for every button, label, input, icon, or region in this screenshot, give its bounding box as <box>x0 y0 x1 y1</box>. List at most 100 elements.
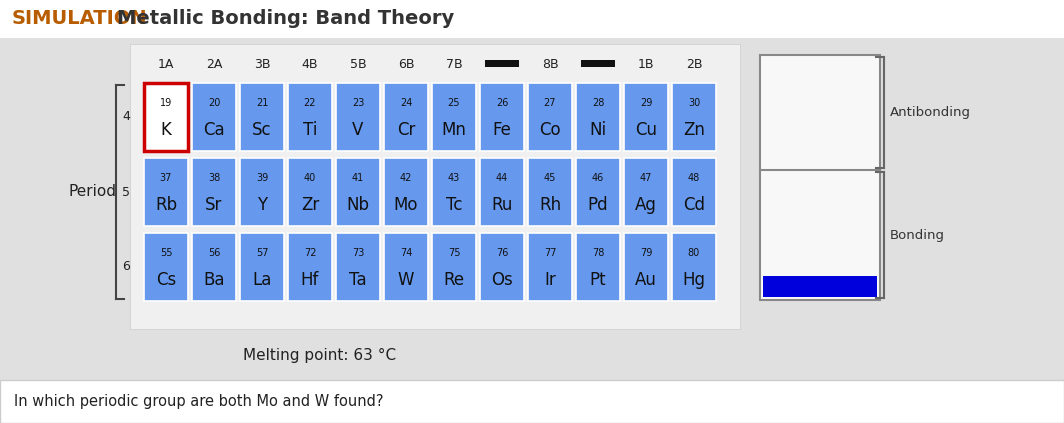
Bar <box>192 83 236 151</box>
Text: 2B: 2B <box>686 58 702 71</box>
Bar <box>0 380 1064 423</box>
Text: 23: 23 <box>352 98 364 107</box>
Text: V: V <box>352 121 364 139</box>
Text: Ni: Ni <box>589 121 606 139</box>
Text: Mn: Mn <box>442 121 466 139</box>
Bar <box>432 233 476 301</box>
Text: K: K <box>161 121 171 139</box>
Text: Hf: Hf <box>301 271 319 289</box>
Text: In which periodic group are both Mo and W found?: In which periodic group are both Mo and … <box>14 394 383 409</box>
Bar <box>144 233 188 301</box>
Text: 19: 19 <box>160 98 172 107</box>
Text: 57: 57 <box>255 247 268 258</box>
Text: 75: 75 <box>448 247 461 258</box>
Text: La: La <box>252 271 271 289</box>
Text: 44: 44 <box>496 173 509 183</box>
Text: 8B: 8B <box>542 58 559 71</box>
Text: Sr: Sr <box>205 196 222 214</box>
Text: Ti: Ti <box>303 121 317 139</box>
Text: Cr: Cr <box>397 121 415 139</box>
Text: 72: 72 <box>303 247 316 258</box>
Bar <box>760 55 880 300</box>
Bar <box>672 83 716 151</box>
Bar <box>624 233 668 301</box>
Text: 55: 55 <box>160 247 172 258</box>
Text: 21: 21 <box>255 98 268 107</box>
Text: Nb: Nb <box>347 196 369 214</box>
Text: Ca: Ca <box>203 121 225 139</box>
Bar <box>576 233 620 301</box>
Bar <box>624 158 668 226</box>
Text: Au: Au <box>635 271 656 289</box>
Text: Antibonding: Antibonding <box>890 106 971 119</box>
Text: Ag: Ag <box>635 196 656 214</box>
Text: 37: 37 <box>160 173 172 183</box>
Text: 30: 30 <box>687 98 700 107</box>
Text: 74: 74 <box>400 247 412 258</box>
Text: Zr: Zr <box>301 196 319 214</box>
Bar <box>240 83 284 151</box>
Text: 80: 80 <box>687 247 700 258</box>
Text: 77: 77 <box>544 247 556 258</box>
Text: 2A: 2A <box>205 58 222 71</box>
Bar <box>0 0 1064 38</box>
Text: 47: 47 <box>639 173 652 183</box>
Text: Ba: Ba <box>203 271 225 289</box>
Text: SIMULATION: SIMULATION <box>12 9 148 28</box>
Bar <box>485 60 519 68</box>
Text: 25: 25 <box>448 98 461 107</box>
Text: 73: 73 <box>352 247 364 258</box>
Bar <box>288 233 332 301</box>
Text: 28: 28 <box>592 98 604 107</box>
Bar <box>384 158 428 226</box>
Bar <box>528 83 572 151</box>
Text: Ir: Ir <box>544 271 555 289</box>
Bar <box>336 83 380 151</box>
Text: 42: 42 <box>400 173 412 183</box>
Text: 43: 43 <box>448 173 460 183</box>
Text: Tc: Tc <box>446 196 462 214</box>
Text: 56: 56 <box>207 247 220 258</box>
Text: 48: 48 <box>687 173 700 183</box>
Text: 1B: 1B <box>637 58 654 71</box>
Bar <box>763 276 877 297</box>
Text: 46: 46 <box>592 173 604 183</box>
Bar <box>672 158 716 226</box>
Text: 3B: 3B <box>253 58 270 71</box>
Bar <box>336 233 380 301</box>
Text: Cs: Cs <box>155 271 177 289</box>
Text: 76: 76 <box>496 247 509 258</box>
Text: 6: 6 <box>122 261 130 274</box>
Text: Pd: Pd <box>587 196 609 214</box>
Bar <box>240 233 284 301</box>
Text: Cu: Cu <box>635 121 656 139</box>
Text: Ta: Ta <box>349 271 367 289</box>
Text: 22: 22 <box>303 98 316 107</box>
Text: 78: 78 <box>592 247 604 258</box>
Text: 7B: 7B <box>446 58 463 71</box>
Text: 6B: 6B <box>398 58 414 71</box>
Text: Ru: Ru <box>492 196 513 214</box>
Text: 4B: 4B <box>302 58 318 71</box>
Bar <box>288 158 332 226</box>
Bar <box>144 83 188 151</box>
Bar <box>384 233 428 301</box>
Text: Cd: Cd <box>683 196 705 214</box>
Bar <box>480 83 523 151</box>
Text: 27: 27 <box>544 98 556 107</box>
Text: 29: 29 <box>639 98 652 107</box>
Text: Period: Period <box>68 184 116 200</box>
Bar <box>336 158 380 226</box>
Text: 4: 4 <box>122 110 130 124</box>
Bar <box>192 233 236 301</box>
Bar <box>480 158 523 226</box>
Text: Mo: Mo <box>394 196 418 214</box>
Bar <box>240 158 284 226</box>
Bar <box>384 83 428 151</box>
Text: Pt: Pt <box>589 271 606 289</box>
Bar <box>288 83 332 151</box>
Text: 26: 26 <box>496 98 509 107</box>
Text: 5B: 5B <box>350 58 366 71</box>
Bar <box>624 83 668 151</box>
Text: 41: 41 <box>352 173 364 183</box>
